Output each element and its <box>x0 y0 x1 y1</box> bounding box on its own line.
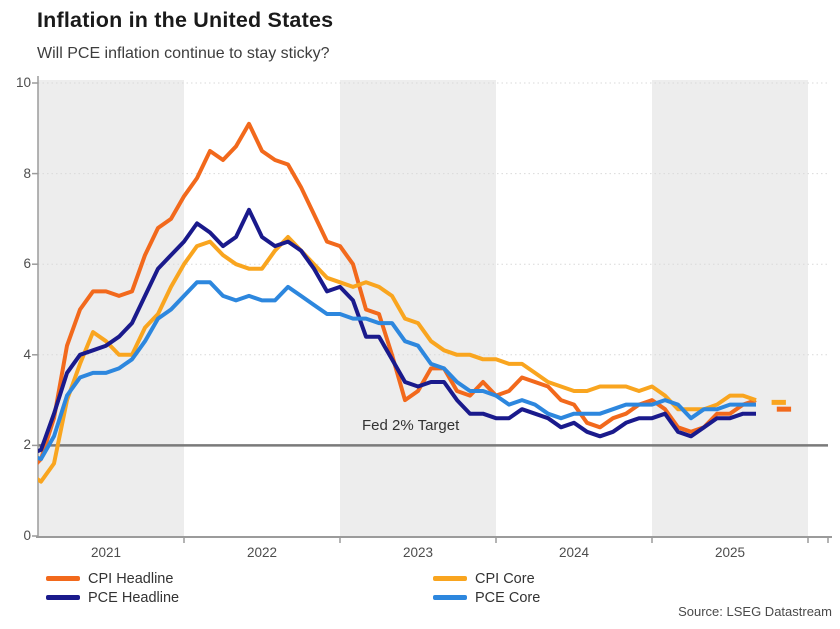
legend-swatch-cpi-headline <box>46 576 80 581</box>
y-tick-label: 0 <box>23 528 31 543</box>
y-tick-label: 4 <box>23 346 31 362</box>
x-tick-label: 2023 <box>402 545 434 560</box>
legend-label: CPI Headline <box>88 571 174 587</box>
y-tick-label: 2 <box>23 437 31 453</box>
fed-target-annotation: Fed 2% Target <box>362 417 460 434</box>
legend-label: CPI Core <box>475 571 535 587</box>
x-tick-label: 2022 <box>246 545 278 560</box>
year-band <box>340 80 496 537</box>
legend-label: PCE Core <box>475 590 541 606</box>
legend-label: PCE Headline <box>88 590 180 606</box>
chart-legend: CPI Headline CPI Core PCE Headline PCE C… <box>0 566 840 608</box>
series-line-cpi-headline <box>38 121 757 466</box>
year-band <box>652 80 808 537</box>
source-note: Source: LSEG Datastream <box>678 604 832 619</box>
x-tick-label: 2021 <box>90 545 122 560</box>
legend-swatch-pce-headline <box>46 595 80 600</box>
x-tick-label: 2024 <box>558 545 590 560</box>
page-title: Inflation in the United States <box>37 8 334 32</box>
y-tick-label: 10 <box>15 75 31 90</box>
chart-subtitle: Will PCE inflation continue to stay stic… <box>37 45 330 62</box>
legend-swatch-pce-core <box>433 595 467 600</box>
x-tick-label: 2025 <box>714 545 746 560</box>
series-line-pce-headline <box>38 207 756 454</box>
series-line-cpi-core <box>38 235 757 484</box>
legend-swatch-cpi-core <box>433 576 467 581</box>
y-tick-label: 6 <box>23 256 31 272</box>
series-line-pce-core <box>38 280 756 461</box>
y-tick-label: 8 <box>23 165 31 181</box>
